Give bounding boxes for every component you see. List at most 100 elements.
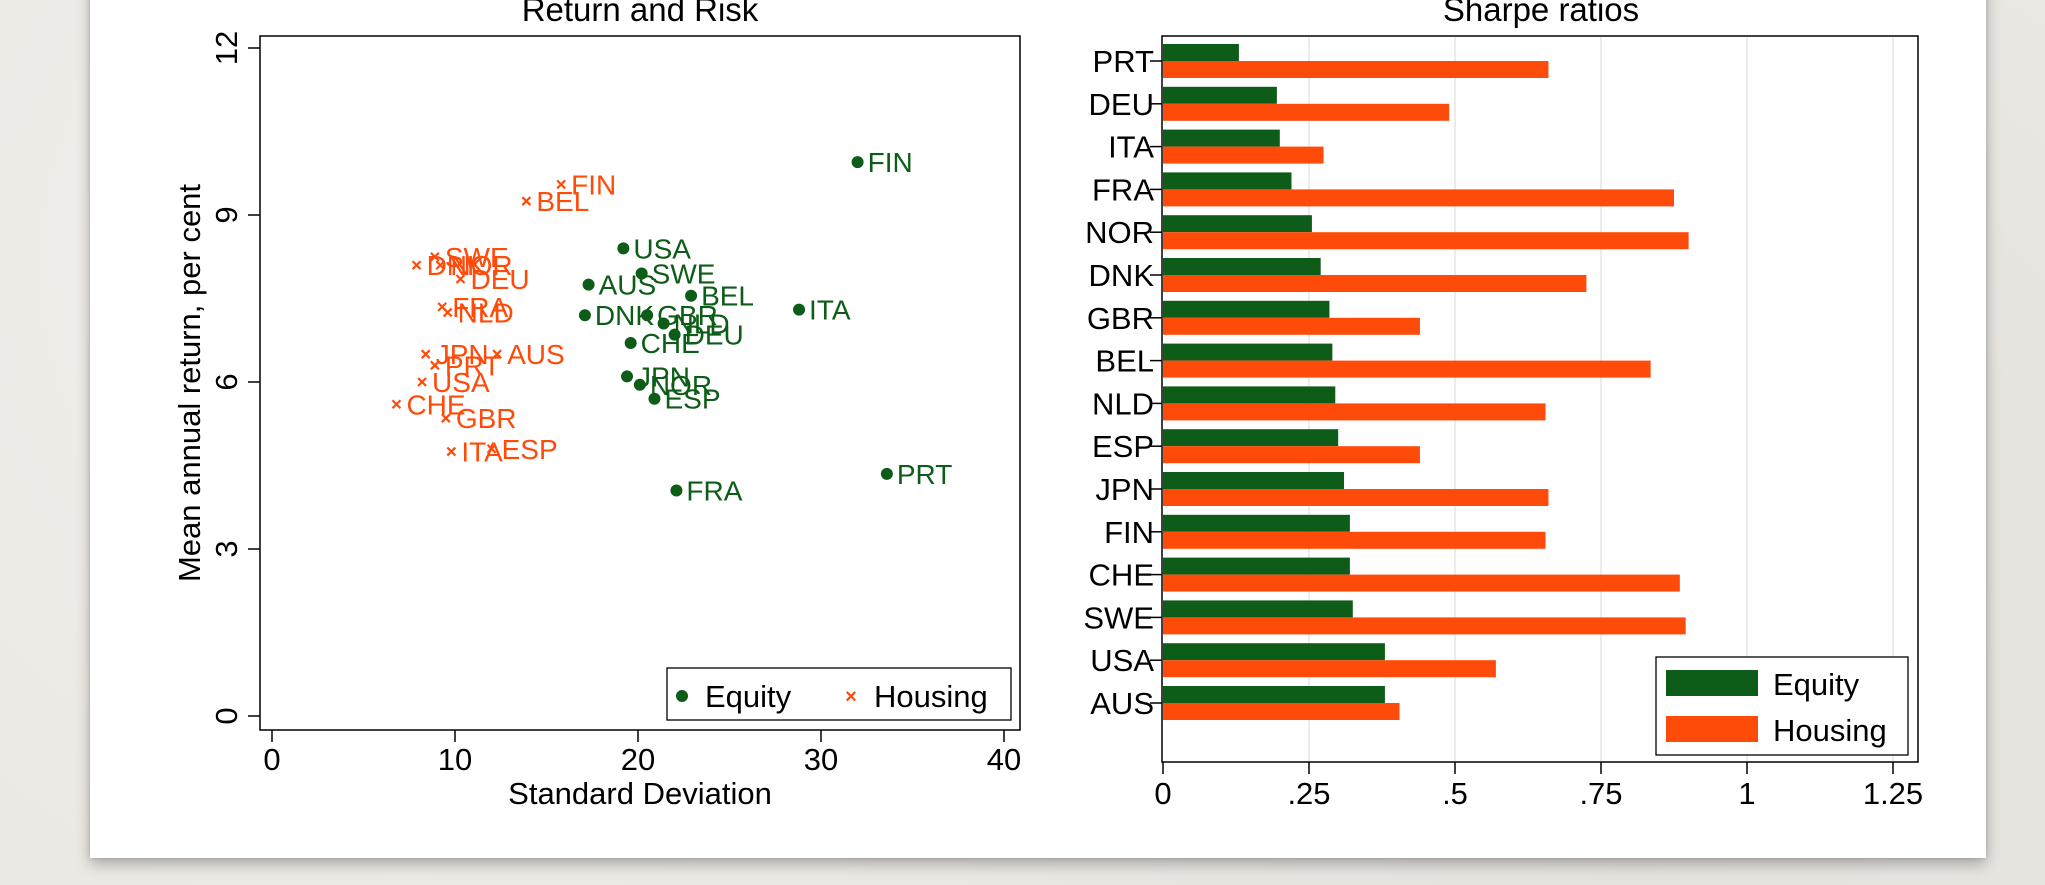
bar-housing-che: [1163, 574, 1680, 592]
bar-category-label: DEU: [1089, 87, 1154, 122]
scatter-y-tick-label: 9: [209, 206, 244, 223]
scatter-marker-x: [446, 446, 457, 457]
scatter-point-label: NOR: [650, 370, 712, 401]
scatter-title: Return and Risk: [522, 0, 759, 28]
scatter-point-housing-usa: USA: [417, 367, 490, 398]
scatter-point-housing-fin: FIN: [556, 169, 616, 200]
bar-housing-ita: [1163, 146, 1324, 164]
bar-housing-gbr: [1163, 317, 1420, 335]
scatter-point-equity-prt: PRT: [880, 459, 952, 490]
bar-category-label: DNK: [1089, 258, 1155, 293]
bar-category-label: FRA: [1092, 172, 1154, 207]
bar-group-ita: [1163, 129, 1324, 164]
bar-equity-gbr: [1163, 300, 1330, 318]
scatter-marker-x: [455, 274, 466, 284]
scatter-point-label: FRA: [452, 292, 508, 323]
bar-equity-fin: [1163, 514, 1350, 532]
scatter-point-housing-fra: FRA: [437, 292, 509, 323]
bar-group-esp: [1163, 429, 1420, 464]
scatter-point-label: CHE: [406, 389, 465, 420]
scatter-point-equity-esp: ESP: [648, 384, 721, 415]
scatter-marker-circle: [657, 317, 670, 330]
scatter-y-axis: 0 3 6 9 12: [209, 31, 260, 725]
bar-equity-esp: [1163, 429, 1339, 447]
scatter-point-equity-deu: DEU: [668, 320, 744, 351]
scatter-point-label: AUS: [599, 270, 657, 301]
bar-category-label: BEL: [1095, 344, 1154, 379]
bar-housing-bel: [1163, 360, 1651, 378]
bar-group-fra: [1163, 172, 1674, 207]
bar-housing-swe: [1163, 617, 1686, 635]
scatter-marker-x: [442, 307, 453, 318]
scatter-point-equity-fra: FRA: [670, 476, 743, 507]
scatter-point-housing-deu: DEU: [455, 264, 530, 295]
bar-category-label: JPN: [1095, 472, 1154, 507]
scatter-marker-circle: [793, 303, 806, 316]
scatter-point-equity-swe: SWE: [635, 258, 715, 289]
bar-category-label: ITA: [1108, 130, 1154, 165]
scatter-point-housing-jpn: JPN: [420, 339, 489, 370]
bar-x-tick-label: 0: [1154, 776, 1171, 811]
scatter-y-axis-title: Mean annual return, per cent: [172, 184, 207, 582]
scatter-x-tick-label: 10: [438, 742, 472, 777]
scatter-point-label: BEL: [701, 281, 754, 312]
bar-value-axis: 0 .25 .5 .75 1 1.25: [1154, 762, 1923, 811]
bar-group-fin: [1163, 514, 1546, 549]
scatter-y-tick-label: 3: [209, 540, 244, 557]
scatter-point-housing-swe: SWE: [430, 242, 509, 273]
scatter-point-equity-usa: USA: [617, 233, 691, 264]
bar-housing-esp: [1163, 446, 1420, 464]
bar-gridlines: [1308, 37, 1894, 761]
bar-category-label: GBR: [1087, 301, 1154, 336]
scatter-marker-circle: [624, 337, 637, 350]
bar-housing-jpn: [1163, 489, 1549, 506]
scatter-x-axis: 0 10 20 30 40: [263, 730, 1021, 777]
scatter-y-tick-label: 12: [209, 31, 244, 65]
bar-category-label: PRT: [1093, 44, 1155, 79]
scatter-point-label: NLD: [458, 297, 514, 328]
bar-category-axis: PRT DEU ITA FRA NOR DNK GBR BEL NLD ESP JPN FIN CHE S…: [1083, 44, 1162, 721]
scatter-marker-circle: [617, 242, 630, 255]
scatter-marker-x: [492, 349, 502, 359]
bar-category-label: SWE: [1083, 600, 1154, 635]
scatter-marker-x: [435, 260, 446, 270]
scatter-legend-equity-label: Equity: [705, 679, 792, 714]
scatter-point-label: NLD: [674, 309, 730, 340]
bar-legend-equity-swatch: [1666, 670, 1758, 696]
scatter-point-equity-nld: NLD: [657, 309, 730, 340]
scatter-marker-x: [430, 251, 440, 262]
scatter-marker-x: [556, 179, 566, 190]
bar-equity-nld: [1163, 386, 1336, 404]
scatter-marker-circle: [685, 289, 698, 302]
bar-group-nld: [1163, 386, 1546, 421]
bar-category-label: USA: [1090, 643, 1154, 678]
scatter-point-label: USA: [633, 233, 691, 264]
scatter-point-label: JPN: [637, 361, 690, 392]
bar-group-che: [1163, 557, 1680, 592]
bar-housing-dnk: [1163, 275, 1587, 292]
scatter-point-label: FIN: [571, 169, 616, 200]
bar-category-label: AUS: [1090, 686, 1154, 721]
scatter-point-label: NOR: [450, 250, 512, 281]
bar-equity-usa: [1163, 643, 1385, 661]
scatter-point-label: ITA: [461, 437, 503, 468]
bar-group-gbr: [1163, 300, 1420, 335]
bar-group-dnk: [1163, 258, 1587, 292]
scatter-point-housing-bel: BEL: [521, 186, 589, 217]
scatter-point-label: GBR: [456, 403, 517, 434]
scatter-marker-circle: [621, 370, 634, 383]
bar-x-tick-label: .25: [1287, 776, 1330, 811]
scatter-marker-x: [417, 377, 427, 387]
scatter-point-equity-jpn: JPN: [621, 361, 690, 392]
scatter-point-label: ESP: [664, 384, 720, 415]
scatter-point-label: BEL: [536, 186, 589, 217]
bar-housing-deu: [1163, 103, 1450, 121]
bar-category-label: FIN: [1104, 515, 1154, 550]
scatter-marker-x: [411, 260, 422, 270]
bar-equity-prt: [1163, 44, 1239, 61]
bar-category-label: CHE: [1089, 558, 1154, 593]
bar-legend-housing-swatch: [1666, 716, 1758, 742]
scatter-x-tick-label: 30: [804, 742, 838, 777]
scatter-x-tick-label: 0: [263, 742, 280, 777]
